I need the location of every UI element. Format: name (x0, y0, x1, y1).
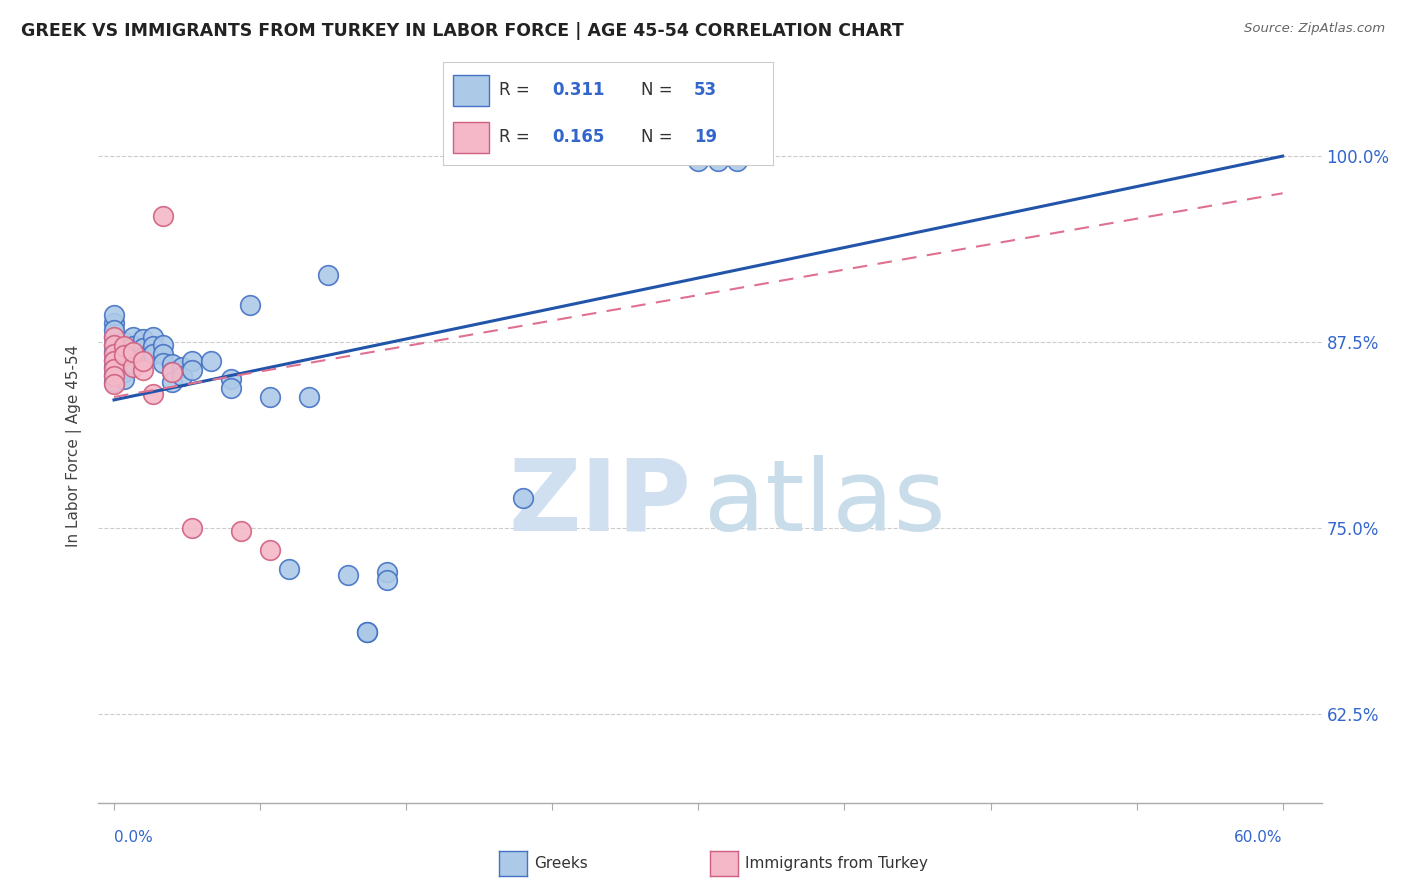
Text: 53: 53 (695, 81, 717, 99)
Point (375, 573, 398, 587)
Point (336, 568, 359, 582)
Text: 0.0%: 0.0% (114, 830, 153, 845)
Point (103, 338, 125, 352)
Point (219, 381, 242, 395)
Point (688, 153, 710, 168)
Point (142, 387, 165, 401)
Point (172, 369, 194, 384)
Text: Greeks: Greeks (534, 856, 588, 871)
Point (356, 624, 378, 639)
Y-axis label: In Labor Force | Age 45-54: In Labor Force | Age 45-54 (66, 345, 83, 547)
Text: N =: N = (641, 128, 678, 146)
Point (112, 339, 135, 353)
Point (122, 348, 145, 362)
Point (112, 372, 135, 386)
Point (132, 350, 155, 364)
Text: R =: R = (499, 81, 536, 99)
Point (152, 209, 174, 223)
Text: 0.165: 0.165 (553, 128, 605, 146)
Point (103, 375, 125, 389)
Point (512, 491, 534, 505)
Point (112, 350, 135, 364)
Point (122, 360, 145, 375)
Point (142, 339, 165, 353)
Point (172, 360, 194, 375)
Text: GREEK VS IMMIGRANTS FROM TURKEY IN LABOR FORCE | AGE 45-54 CORRELATION CHART: GREEK VS IMMIGRANTS FROM TURKEY IN LABOR… (21, 22, 904, 40)
Point (162, 365, 184, 379)
Text: 19: 19 (695, 128, 717, 146)
Point (142, 347, 165, 361)
Point (103, 360, 125, 375)
Point (219, 372, 242, 386)
Point (132, 341, 155, 355)
Point (316, 268, 339, 282)
Point (132, 354, 155, 368)
Point (112, 365, 135, 379)
Text: N =: N = (641, 81, 678, 99)
Point (132, 363, 155, 377)
Bar (453, 75, 489, 105)
Point (162, 375, 184, 389)
Point (298, 390, 321, 404)
Text: atlas: atlas (704, 455, 946, 551)
Point (259, 390, 281, 404)
Text: R =: R = (499, 128, 536, 146)
Point (103, 345, 125, 359)
Text: 0.311: 0.311 (553, 81, 605, 99)
Point (103, 352, 125, 367)
Text: Immigrants from Turkey: Immigrants from Turkey (745, 856, 928, 871)
Point (200, 354, 222, 368)
Point (180, 521, 202, 535)
Point (103, 361, 125, 376)
Point (103, 308, 125, 322)
Point (112, 357, 135, 371)
Point (162, 357, 184, 371)
Point (103, 368, 125, 382)
Point (356, 624, 378, 639)
Point (239, 298, 262, 312)
Text: Source: ZipAtlas.com: Source: ZipAtlas.com (1244, 22, 1385, 36)
Point (162, 365, 184, 379)
Point (122, 357, 145, 371)
Point (152, 356, 174, 370)
Point (103, 338, 125, 352)
Point (103, 330, 125, 344)
Point (375, 566, 398, 580)
Point (112, 348, 135, 362)
Point (152, 338, 174, 352)
Point (707, 153, 730, 168)
Point (152, 347, 174, 361)
Point (259, 543, 281, 558)
Point (103, 316, 125, 330)
Point (103, 354, 125, 368)
Point (180, 354, 202, 368)
Point (725, 153, 748, 168)
Point (103, 323, 125, 337)
Text: 60.0%: 60.0% (1234, 830, 1282, 845)
Point (278, 562, 301, 576)
Point (122, 330, 145, 344)
Point (180, 363, 202, 377)
Point (103, 347, 125, 361)
Point (103, 330, 125, 344)
Point (103, 376, 125, 391)
Point (142, 330, 165, 344)
Point (122, 339, 145, 353)
Point (112, 334, 135, 349)
Point (103, 369, 125, 384)
Text: ZIP: ZIP (509, 455, 692, 551)
Bar (453, 122, 489, 153)
Point (132, 332, 155, 346)
Point (112, 343, 135, 357)
Point (229, 524, 252, 538)
Point (122, 345, 145, 359)
